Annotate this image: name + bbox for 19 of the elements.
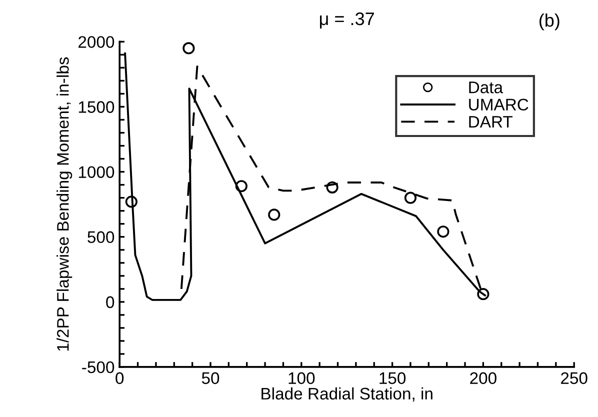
y-axis-title: 1/2PP Flapwise Bending Moment, in-lbs <box>56 57 72 351</box>
legend-label: UMARC <box>469 98 528 110</box>
y-tick-label: 2000 <box>78 36 114 48</box>
y-tick-label: -500 <box>82 361 114 374</box>
y-tick-label: 500 <box>88 231 114 244</box>
x-tick-label: 0 <box>116 372 124 384</box>
x-tick-label: 250 <box>561 372 588 384</box>
legend-label: DART <box>469 116 513 128</box>
legend-label: Data <box>469 82 504 94</box>
x-tick-label: 200 <box>470 372 496 384</box>
x-tick-label: 150 <box>380 372 406 384</box>
y-tick-label: 1500 <box>78 101 114 113</box>
x-tick-label: 100 <box>288 372 315 384</box>
chart-title: μ = .37 <box>320 12 374 28</box>
y-tick-label: 0 <box>106 296 114 308</box>
y-tick-label: 1000 <box>78 166 114 178</box>
x-tick-label: 50 <box>202 372 220 384</box>
text: (b) <box>540 13 560 30</box>
x-axis-title: Blade Radial Station, in <box>262 387 432 402</box>
